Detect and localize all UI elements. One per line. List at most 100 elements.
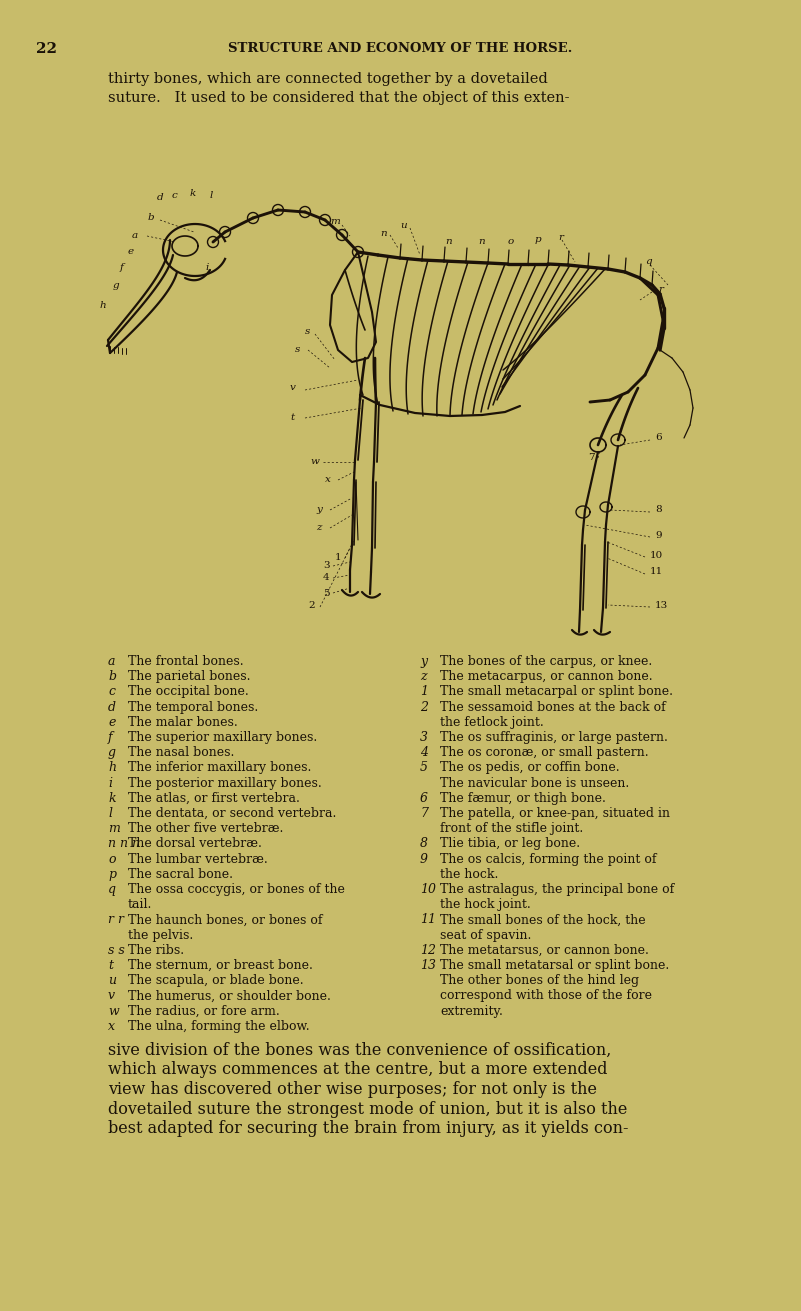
Text: The frontal bones.: The frontal bones. xyxy=(128,656,244,669)
Text: e: e xyxy=(108,716,115,729)
Text: the fetlock joint.: the fetlock joint. xyxy=(440,716,544,729)
Text: which always commences at the centre, but a more extended: which always commences at the centre, bu… xyxy=(108,1062,607,1079)
Text: correspond with those of the fore: correspond with those of the fore xyxy=(440,990,652,1003)
Text: 4: 4 xyxy=(323,573,330,582)
Text: The ribs.: The ribs. xyxy=(128,944,184,957)
Text: The occipital bone.: The occipital bone. xyxy=(128,686,249,699)
Text: 8: 8 xyxy=(655,506,662,514)
Text: The small metatarsal or splint bone.: The small metatarsal or splint bone. xyxy=(440,960,670,971)
Text: m: m xyxy=(330,218,340,227)
Text: 5: 5 xyxy=(420,762,428,775)
Text: 7: 7 xyxy=(420,808,428,819)
Text: c: c xyxy=(172,190,178,199)
Text: the pelvis.: the pelvis. xyxy=(128,928,193,941)
Text: The malar bones.: The malar bones. xyxy=(128,716,238,729)
Text: q: q xyxy=(645,257,652,266)
Text: 3: 3 xyxy=(323,561,330,569)
Text: f: f xyxy=(108,732,113,745)
Text: 3: 3 xyxy=(420,732,428,745)
Text: The atlas, or first vertebra.: The atlas, or first vertebra. xyxy=(128,792,300,805)
Text: The scapula, or blade bone.: The scapula, or blade bone. xyxy=(128,974,304,987)
Text: h: h xyxy=(108,762,116,775)
Text: 5: 5 xyxy=(323,589,330,598)
Text: g: g xyxy=(113,281,119,290)
Text: The lumbar vertebræ.: The lumbar vertebræ. xyxy=(128,852,268,865)
Text: The posterior maxillary bones.: The posterior maxillary bones. xyxy=(128,776,322,789)
Text: n: n xyxy=(445,237,452,246)
Text: x: x xyxy=(325,476,331,485)
Text: y: y xyxy=(316,506,322,514)
Text: r: r xyxy=(658,286,663,295)
Text: z: z xyxy=(420,670,427,683)
Text: n n n: n n n xyxy=(108,838,140,851)
Text: The ulna, forming the elbow.: The ulna, forming the elbow. xyxy=(128,1020,310,1033)
Text: extremity.: extremity. xyxy=(440,1004,503,1017)
Text: p: p xyxy=(108,868,116,881)
Text: 12: 12 xyxy=(420,944,436,957)
Text: 22: 22 xyxy=(36,42,57,56)
Text: The astralagus, the principal bone of: The astralagus, the principal bone of xyxy=(440,884,674,895)
Text: l: l xyxy=(108,808,112,819)
Text: thirty bones, which are connected together by a dovetailed: thirty bones, which are connected togeth… xyxy=(108,72,548,87)
Text: f: f xyxy=(120,264,124,273)
Text: r r: r r xyxy=(108,914,124,927)
Text: The os calcis, forming the point of: The os calcis, forming the point of xyxy=(440,852,657,865)
Text: 8: 8 xyxy=(420,838,428,851)
Text: d: d xyxy=(108,700,116,713)
Text: sive division of the bones was the convenience of ossification,: sive division of the bones was the conve… xyxy=(108,1042,611,1059)
Text: w: w xyxy=(108,1004,119,1017)
Text: 2: 2 xyxy=(308,600,315,610)
Text: b: b xyxy=(108,670,116,683)
Text: n: n xyxy=(478,237,485,246)
Text: o: o xyxy=(108,852,115,865)
Text: The small metacarpal or splint bone.: The small metacarpal or splint bone. xyxy=(440,686,673,699)
Text: u: u xyxy=(108,974,116,987)
Text: 6: 6 xyxy=(655,434,662,443)
Text: The os coronæ, or small pastern.: The os coronæ, or small pastern. xyxy=(440,746,649,759)
Text: z: z xyxy=(316,523,321,532)
Text: a: a xyxy=(108,656,115,669)
Text: v: v xyxy=(108,990,115,1003)
Text: n: n xyxy=(380,228,387,237)
Text: seat of spavin.: seat of spavin. xyxy=(440,928,531,941)
Text: o: o xyxy=(508,236,514,245)
Text: dovetailed suture the strongest mode of union, but it is also the: dovetailed suture the strongest mode of … xyxy=(108,1100,627,1117)
Text: u: u xyxy=(400,222,407,231)
Text: The small bones of the hock, the: The small bones of the hock, the xyxy=(440,914,646,927)
Text: the hock.: the hock. xyxy=(440,868,498,881)
Text: front of the stifle joint.: front of the stifle joint. xyxy=(440,822,583,835)
Text: The sternum, or breast bone.: The sternum, or breast bone. xyxy=(128,960,313,971)
Text: 13: 13 xyxy=(655,600,668,610)
Text: The navicular bone is unseen.: The navicular bone is unseen. xyxy=(440,776,630,789)
Text: The inferior maxillary bones.: The inferior maxillary bones. xyxy=(128,762,312,775)
Text: 9: 9 xyxy=(655,531,662,540)
Text: The metatarsus, or cannon bone.: The metatarsus, or cannon bone. xyxy=(440,944,649,957)
Text: 11: 11 xyxy=(420,914,436,927)
Text: w: w xyxy=(310,458,319,467)
Text: the hock joint.: the hock joint. xyxy=(440,898,531,911)
Text: h: h xyxy=(100,300,107,309)
Text: 2: 2 xyxy=(420,700,428,713)
Text: x: x xyxy=(108,1020,115,1033)
Text: The haunch bones, or bones of: The haunch bones, or bones of xyxy=(128,914,323,927)
Text: The os pedis, or coffin bone.: The os pedis, or coffin bone. xyxy=(440,762,620,775)
Text: 4: 4 xyxy=(420,746,428,759)
Text: q: q xyxy=(108,884,116,895)
Text: k: k xyxy=(190,189,196,198)
Text: The fæmur, or thigh bone.: The fæmur, or thigh bone. xyxy=(440,792,606,805)
Text: 11: 11 xyxy=(650,568,663,577)
Text: The superior maxillary bones.: The superior maxillary bones. xyxy=(128,732,317,745)
Text: Tlie tibia, or leg bone.: Tlie tibia, or leg bone. xyxy=(440,838,580,851)
Text: a: a xyxy=(132,232,138,240)
Text: s: s xyxy=(305,328,310,337)
Text: tail.: tail. xyxy=(128,898,152,911)
Text: m: m xyxy=(108,822,120,835)
Text: The sacral bone.: The sacral bone. xyxy=(128,868,233,881)
Text: 7: 7 xyxy=(588,454,594,463)
Text: 1: 1 xyxy=(335,553,341,562)
Text: t: t xyxy=(108,960,113,971)
Text: The humerus, or shoulder bone.: The humerus, or shoulder bone. xyxy=(128,990,331,1003)
Text: 10: 10 xyxy=(420,884,436,895)
Text: The os suffraginis, or large pastern.: The os suffraginis, or large pastern. xyxy=(440,732,668,745)
Text: g: g xyxy=(108,746,116,759)
